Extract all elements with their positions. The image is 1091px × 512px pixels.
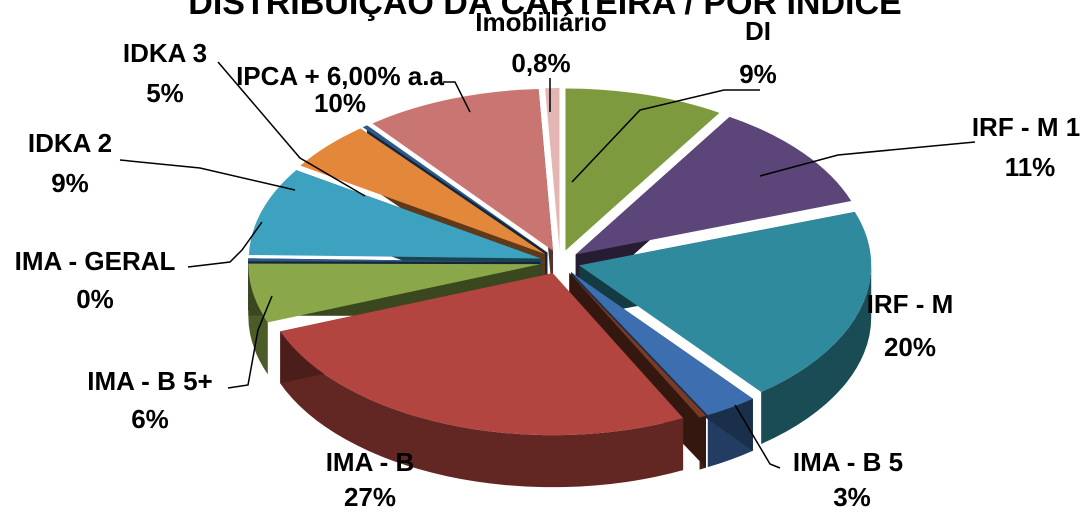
pie-slice xyxy=(280,273,684,488)
pie-slice-side xyxy=(280,331,684,488)
slice-percent-label: 11% xyxy=(1005,152,1056,182)
pie-slice-top xyxy=(248,170,541,259)
pie-slice-top xyxy=(545,88,560,251)
pie-slice-top xyxy=(570,272,753,416)
pie-slice-top xyxy=(248,258,541,262)
pie-slice-top xyxy=(280,273,684,436)
slice-label: IMA - GERAL xyxy=(15,246,176,276)
slice-percent-label: 10% xyxy=(314,88,366,118)
pie-slice-top xyxy=(565,88,720,251)
slice-label: Imobiliário xyxy=(475,7,606,37)
slice-label: IRF - M 1 xyxy=(972,112,1080,142)
leader-line xyxy=(759,141,976,177)
pie-slice-top xyxy=(300,128,546,254)
slice-label: IPCA + 6,00% a.a xyxy=(236,61,444,91)
pie-slice xyxy=(579,211,872,445)
leader-line xyxy=(187,221,263,268)
pie-slice-top xyxy=(579,211,872,393)
leader-line xyxy=(119,159,296,191)
pie-slice xyxy=(372,88,553,303)
pie-slice-side xyxy=(761,265,872,445)
pie-slice-top xyxy=(372,88,553,251)
leader-line xyxy=(217,61,366,197)
slice-percent-label: 27% xyxy=(344,482,396,512)
slice-label: IDKA 2 xyxy=(28,128,112,158)
slice-percent-label: 3% xyxy=(833,482,871,512)
leader-lines xyxy=(119,61,976,469)
pie-slice xyxy=(545,88,560,251)
pie-slice-side xyxy=(248,264,268,375)
leader-line xyxy=(443,81,471,113)
slice-label: IMA - B xyxy=(326,447,415,477)
pie-slice-top xyxy=(248,263,541,323)
slice-label: DI xyxy=(745,16,771,46)
pie-slice-top xyxy=(575,116,852,255)
slice-percent-label: 5% xyxy=(146,78,184,108)
slice-label: IDKA 3 xyxy=(123,38,207,68)
chart-title: DISTRIBUIÇÃO DA CARTEIRA / POR ÍNDICE xyxy=(188,0,901,22)
slice-percent-label: 9% xyxy=(51,168,89,198)
leader-line xyxy=(734,404,781,469)
pie-slice-top xyxy=(362,125,548,253)
slices-layer xyxy=(248,88,872,488)
slice-label: IMA - B 5+ xyxy=(87,366,212,396)
slice-percent-label: 20% xyxy=(884,332,936,362)
leader-line xyxy=(571,89,760,183)
slice-percent-label: 0% xyxy=(76,284,114,314)
slice-percent-label: 9% xyxy=(739,59,777,89)
slice-label: IMA - B 5 xyxy=(793,447,903,477)
pie-slice-top xyxy=(569,272,706,418)
slice-percent-label: 0,8% xyxy=(511,48,570,78)
pie-slice xyxy=(565,88,720,251)
leader-line xyxy=(227,295,273,389)
slice-percent-label: 6% xyxy=(131,404,169,434)
slice-label: IRF - M xyxy=(867,289,954,319)
slice-labels: DI 9% IRF - M 1 11% IRF - M 20% IMA - B 5 3% IMA… xyxy=(15,7,1081,512)
